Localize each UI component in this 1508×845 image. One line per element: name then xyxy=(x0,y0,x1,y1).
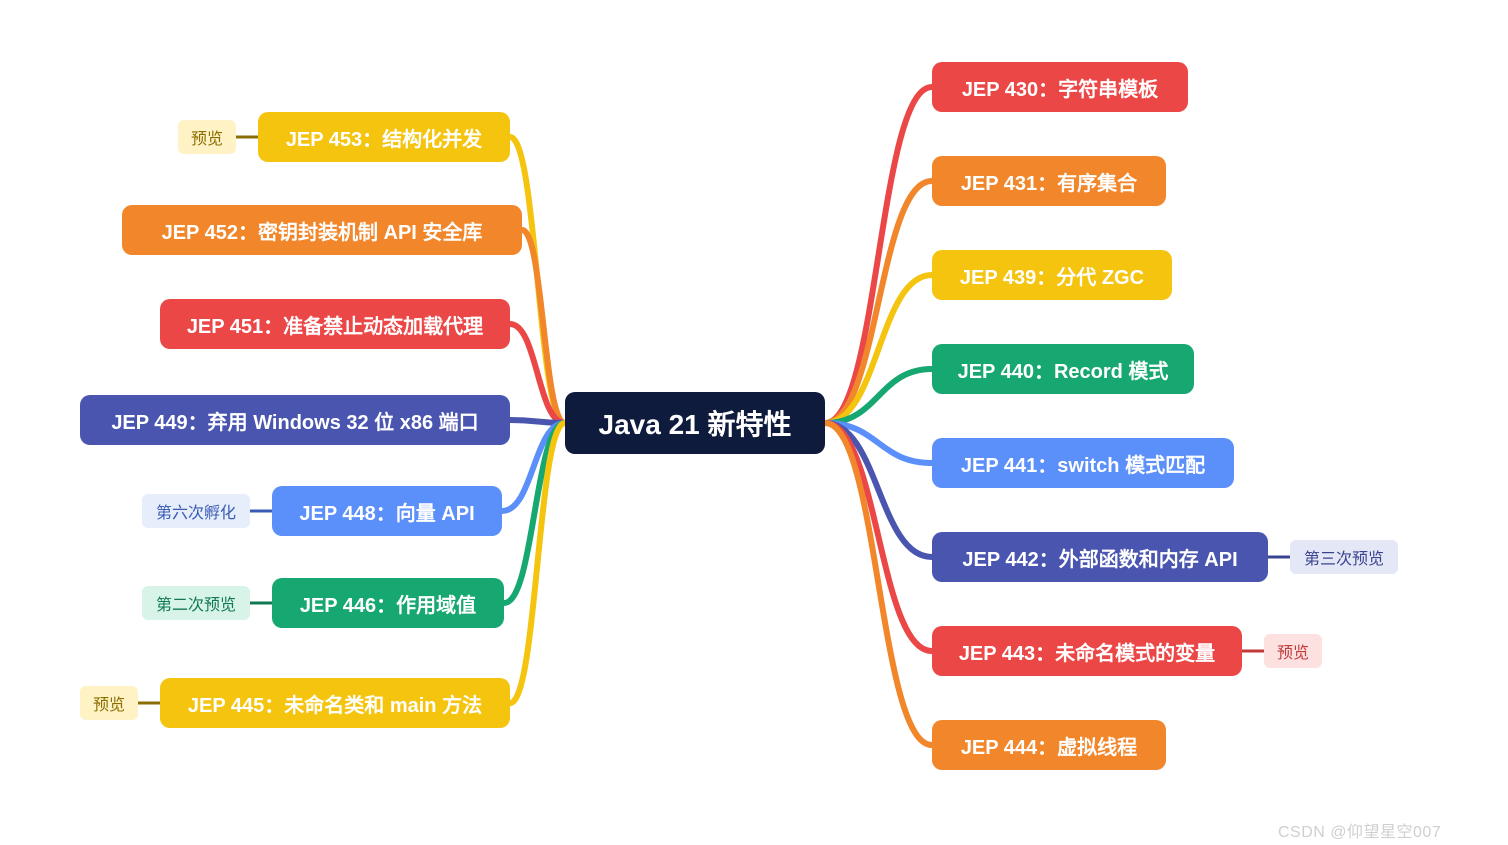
topic-jep443: JEP 443：未命名模式的变量 xyxy=(932,626,1242,676)
topic-jep439: JEP 439：分代 ZGC xyxy=(932,250,1172,300)
topic-label: JEP 444：虚拟线程 xyxy=(961,731,1137,760)
topic-label: JEP 439：分代 ZGC xyxy=(960,261,1144,290)
connector-jep440 xyxy=(825,369,932,423)
connector-jep430 xyxy=(825,87,932,423)
connector-jep449 xyxy=(510,420,565,423)
topic-label: JEP 446：作用域值 xyxy=(300,589,476,618)
tag-jep448: 第六次孵化 xyxy=(142,494,250,528)
connector-jep439 xyxy=(825,275,932,423)
topic-jep440: JEP 440：Record 模式 xyxy=(932,344,1194,394)
topic-jep441: JEP 441：switch 模式匹配 xyxy=(932,438,1234,488)
topic-label: JEP 452：密钥封装机制 API 安全库 xyxy=(162,216,483,245)
tag-label: 第六次孵化 xyxy=(156,499,236,523)
watermark: CSDN @仰望星空007 xyxy=(1278,818,1441,842)
connector-jep441 xyxy=(825,423,932,463)
topic-jep430: JEP 430：字符串模板 xyxy=(932,62,1188,112)
topic-label: JEP 445：未命名类和 main 方法 xyxy=(188,689,482,718)
tag-jep446: 第二次预览 xyxy=(142,586,250,620)
tag-label: 第三次预览 xyxy=(1304,545,1384,569)
connector-jep446 xyxy=(504,423,565,603)
topic-jep442: JEP 442：外部函数和内存 API xyxy=(932,532,1268,582)
topic-jep431: JEP 431：有序集合 xyxy=(932,156,1166,206)
tag-label: 预览 xyxy=(93,691,125,715)
center-label: Java 21 新特性 xyxy=(599,403,792,443)
topic-jep453: JEP 453：结构化并发 xyxy=(258,112,510,162)
center-node: Java 21 新特性 xyxy=(565,392,825,454)
connector-jep452 xyxy=(522,230,565,423)
topic-jep451: JEP 451：准备禁止动态加载代理 xyxy=(160,299,510,349)
connector-jep445 xyxy=(510,423,565,703)
tag-label: 第二次预览 xyxy=(156,591,236,615)
topic-label: JEP 451：准备禁止动态加载代理 xyxy=(187,310,483,339)
topic-label: JEP 443：未命名模式的变量 xyxy=(959,637,1215,666)
topic-label: JEP 453：结构化并发 xyxy=(286,123,482,152)
tag-jep442: 第三次预览 xyxy=(1290,540,1398,574)
topic-jep452: JEP 452：密钥封装机制 API 安全库 xyxy=(122,205,522,255)
connector-jep448 xyxy=(502,423,565,511)
watermark-text: CSDN @仰望星空007 xyxy=(1278,824,1441,841)
connector-jep443 xyxy=(825,423,932,651)
tag-label: 预览 xyxy=(1277,639,1309,663)
connector-jep442 xyxy=(825,423,932,557)
connector-jep451 xyxy=(510,324,565,423)
topic-label: JEP 442：外部函数和内存 API xyxy=(962,543,1237,572)
topic-label: JEP 431：有序集合 xyxy=(961,167,1137,196)
topic-jep444: JEP 444：虚拟线程 xyxy=(932,720,1166,770)
topic-label: JEP 448：向量 API xyxy=(299,497,474,526)
topic-jep449: JEP 449：弃用 Windows 32 位 x86 端口 xyxy=(80,395,510,445)
topic-jep446: JEP 446：作用域值 xyxy=(272,578,504,628)
tag-jep445: 预览 xyxy=(80,686,138,720)
topic-label: JEP 441：switch 模式匹配 xyxy=(961,449,1205,478)
topic-label: JEP 430：字符串模板 xyxy=(962,73,1158,102)
connector-jep444 xyxy=(825,423,932,745)
topic-jep448: JEP 448：向量 API xyxy=(272,486,502,536)
topic-label: JEP 449：弃用 Windows 32 位 x86 端口 xyxy=(111,406,478,435)
tag-label: 预览 xyxy=(191,125,223,149)
connector-jep431 xyxy=(825,181,932,423)
tag-jep443: 预览 xyxy=(1264,634,1322,668)
topic-jep445: JEP 445：未命名类和 main 方法 xyxy=(160,678,510,728)
connector-jep453 xyxy=(510,137,565,423)
tag-jep453: 预览 xyxy=(178,120,236,154)
topic-label: JEP 440：Record 模式 xyxy=(958,355,1169,384)
